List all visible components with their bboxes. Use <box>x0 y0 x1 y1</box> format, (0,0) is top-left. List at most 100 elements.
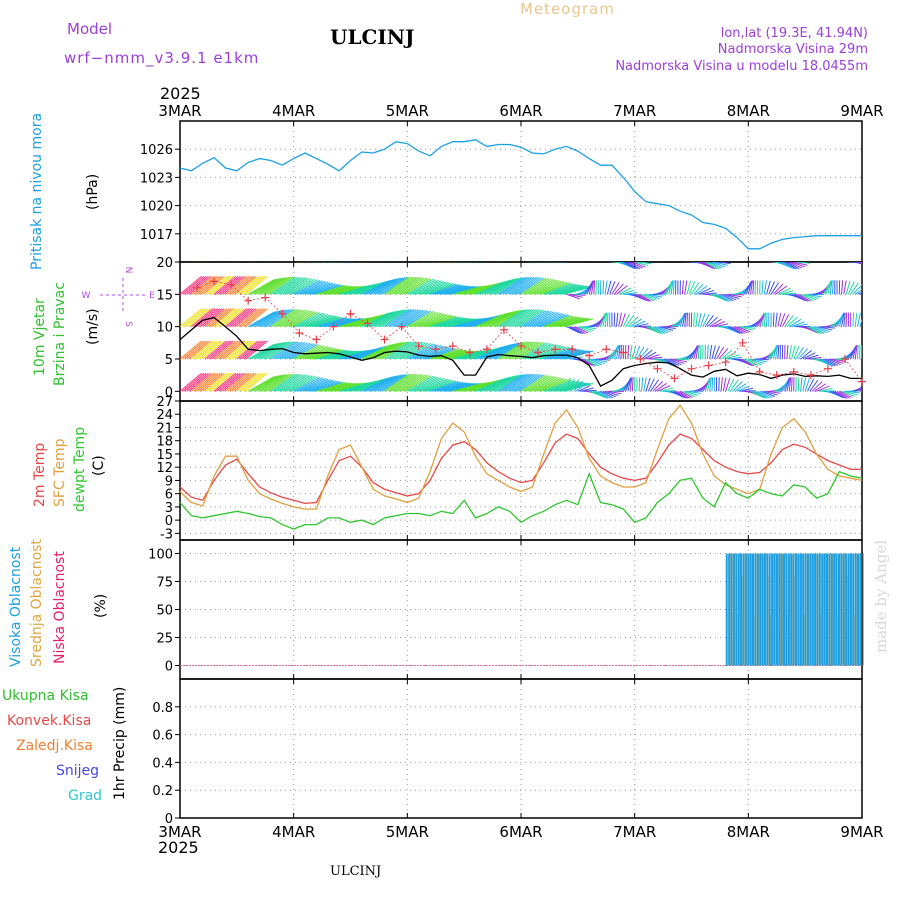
wind-barb <box>368 278 395 295</box>
wind-barb <box>443 285 473 295</box>
wind-barb <box>852 284 862 295</box>
wind-barb <box>180 262 181 263</box>
cloud-unit: (%) <box>93 594 109 618</box>
wind-barb <box>573 326 586 334</box>
wind-barb <box>543 315 572 328</box>
cloud-panel: 0 25 50 75 100 <box>148 539 865 680</box>
gust-marker <box>414 342 423 351</box>
wind-barb <box>363 344 391 360</box>
wind-barb <box>302 262 305 263</box>
wind-barb <box>264 262 265 263</box>
wind-barb <box>532 377 560 392</box>
precip-legend-item: Ukupna Kisa <box>2 688 89 704</box>
wind-barb <box>181 275 205 295</box>
wind-barb <box>579 387 594 392</box>
wind-barb <box>234 372 257 392</box>
wind-barb <box>720 377 723 392</box>
wind-barb <box>513 309 540 328</box>
wind-barb <box>761 312 766 327</box>
wind-barb <box>323 350 353 360</box>
wind-barb <box>513 276 540 295</box>
wind-barb <box>541 282 570 295</box>
wind-barb <box>681 312 686 327</box>
wind-barb <box>297 377 326 392</box>
wind-barb <box>775 345 779 360</box>
wind-barb <box>395 374 422 392</box>
temp-unit: (C) <box>91 455 107 476</box>
wind-barb <box>505 262 506 263</box>
wind-barb <box>202 262 204 263</box>
wind-barb <box>384 341 410 360</box>
wind-barb <box>380 262 381 263</box>
wind-barb <box>593 390 607 399</box>
wind-barb <box>714 262 728 266</box>
wind-barb <box>372 310 399 328</box>
wind-barb <box>388 373 415 392</box>
wind-barb <box>191 340 214 360</box>
wind-barb <box>202 372 225 392</box>
gust-marker <box>517 342 525 351</box>
wind-barb <box>402 310 429 328</box>
y-tick-label: 1026 <box>140 143 173 158</box>
wind-barb <box>400 342 426 360</box>
gust-marker <box>755 367 764 376</box>
wind-barb <box>234 262 236 263</box>
wind-barb <box>266 373 292 392</box>
wind-barb <box>231 340 255 360</box>
wind-barb <box>432 284 462 295</box>
wind-barb <box>268 309 294 328</box>
y-tick-label: 12 <box>156 461 173 476</box>
wind-ylabel-1: 10m Vjetar <box>32 298 48 376</box>
wind-barb <box>257 342 283 360</box>
wind-barb <box>857 291 862 295</box>
wind-barb <box>602 262 604 263</box>
y-tick-label: 0 <box>165 660 173 675</box>
wind-barb <box>375 374 401 392</box>
wind-barb <box>234 308 257 328</box>
wind-barb <box>709 262 723 269</box>
wind-barb <box>788 345 792 360</box>
wind-barb <box>195 262 197 263</box>
wind-barb <box>532 312 560 328</box>
wind-barb <box>606 312 609 327</box>
wind-barb <box>718 348 729 360</box>
wind-barb <box>197 372 220 392</box>
wind-barb <box>593 280 596 295</box>
wind-barb <box>550 262 553 263</box>
wind-barb <box>327 383 357 392</box>
wind-barb <box>745 281 752 295</box>
wind-barb <box>723 293 737 301</box>
wind-barb <box>181 340 205 360</box>
wind-barb <box>600 313 606 327</box>
wind-barb <box>668 358 682 366</box>
wind-barb <box>861 390 862 392</box>
top-date-label: 6MAR <box>499 102 542 120</box>
wind-barb <box>502 373 528 392</box>
y-tick-label: 75 <box>156 575 173 590</box>
wind-barb <box>295 312 323 328</box>
wind-barb <box>325 382 355 392</box>
wind-barb <box>386 309 412 328</box>
cloud-high-label: Visoka Oblacnost <box>8 546 24 667</box>
wind-barb <box>825 281 832 295</box>
wind-barb <box>577 326 591 333</box>
wind-barb <box>227 308 250 328</box>
wind-barb <box>286 262 288 263</box>
wind-barb <box>859 387 862 392</box>
wind-barb <box>291 262 293 263</box>
precip-panel: 0 0.2 0.4 0.6 0.8 <box>152 678 863 827</box>
wind-barb <box>536 378 565 392</box>
wind-barb <box>861 325 862 327</box>
wind-barb <box>184 262 186 263</box>
wind-barb <box>640 377 644 392</box>
wind-barb <box>795 346 804 360</box>
y-tick-label: 100 <box>148 547 173 562</box>
wind-barb <box>216 308 239 328</box>
wind-barb <box>657 262 658 263</box>
wind-barb <box>222 340 245 360</box>
wind-barb <box>643 293 657 301</box>
wind-barb <box>439 382 469 392</box>
wind-barb <box>397 309 424 328</box>
wind-barb <box>511 276 537 295</box>
wind-barb <box>464 262 466 263</box>
